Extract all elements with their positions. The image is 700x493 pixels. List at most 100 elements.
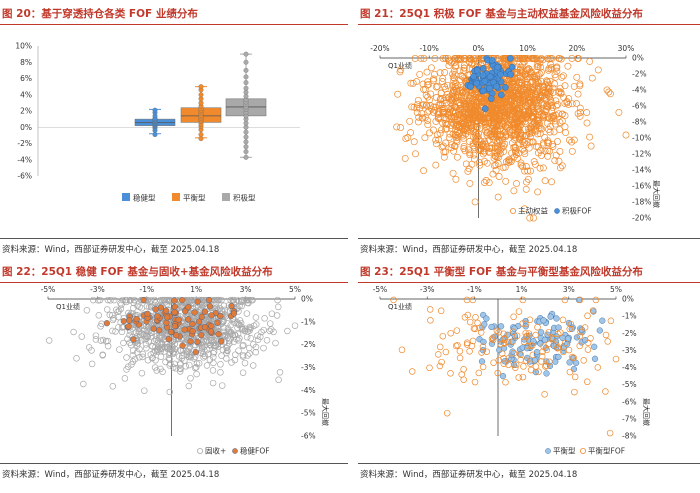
scatter-point [530, 71, 538, 79]
scatter-point [249, 362, 257, 369]
scatter-point [447, 121, 455, 129]
scatter-point [486, 144, 494, 152]
scatter-point [96, 296, 104, 304]
scatter-point [530, 214, 537, 222]
scatter-point [164, 345, 171, 353]
scatter-point [481, 321, 488, 328]
scatter-point [551, 157, 559, 165]
box-data-point [243, 74, 249, 80]
scatter-point [460, 54, 468, 62]
scatter-point [543, 370, 550, 377]
source-text: 资料来源：Wind，西部证券研发中心，截至 2025.04.18 [2, 470, 220, 480]
scatter-point [413, 78, 420, 86]
scatter-point [168, 346, 176, 353]
legend-label: 平衡型 [183, 193, 206, 203]
y-tick-label: -18% [632, 198, 651, 207]
y-tick-label: -10% [632, 134, 651, 143]
scatter-point [535, 94, 543, 102]
scatter-point [90, 296, 97, 304]
scatter-point [559, 72, 567, 80]
y-tick-label: -1% [622, 312, 637, 321]
scatter-point [452, 342, 460, 350]
scatter-point [224, 334, 231, 342]
scatter-point [509, 348, 516, 355]
scatter-point [126, 339, 133, 347]
scatter-point [555, 353, 562, 361]
scatter-point [545, 84, 553, 92]
scatter-point [490, 154, 498, 162]
scatter-point [528, 138, 536, 146]
scatter-point [536, 90, 544, 98]
scatter-point [466, 149, 474, 157]
scatter-point [420, 167, 428, 175]
scatter-point [556, 119, 564, 126]
box-data-point [243, 59, 249, 65]
scatter-point [202, 324, 209, 331]
box-data-point [152, 132, 158, 138]
scatter-point [466, 138, 473, 145]
y-axis-label: 最大回撤 [652, 180, 661, 208]
scatter-point [106, 311, 114, 319]
scatter-point [70, 328, 77, 336]
scatter-point [529, 103, 537, 111]
scatter-point [463, 339, 471, 347]
scatter-point [492, 104, 500, 112]
box-data-point [243, 51, 249, 57]
scatter-point [165, 355, 173, 362]
scatter-point [233, 296, 241, 304]
scatter-point [463, 115, 470, 123]
scatter-point [260, 326, 267, 334]
scatter-point [110, 296, 118, 304]
scatter-point [547, 102, 555, 109]
box-data-point [198, 136, 204, 142]
scatter-point [252, 348, 260, 356]
scatter-point [239, 342, 246, 350]
scatter-point [156, 327, 163, 334]
scatter-point [238, 298, 245, 305]
scatter-point [494, 160, 502, 167]
scatter-point [509, 92, 517, 99]
scatter-point [410, 138, 418, 146]
scatter-point [193, 360, 201, 367]
scatter-point [472, 129, 480, 137]
legend-swatch [222, 193, 230, 201]
scatter-point [161, 331, 169, 338]
scatter-point [247, 324, 254, 332]
scatter-point [418, 114, 426, 122]
scatter-point [177, 365, 184, 373]
scatter-point [166, 355, 173, 363]
scatter-point [406, 117, 414, 125]
scatter-point [501, 122, 509, 130]
scatter-point [569, 353, 576, 361]
scatter-point [119, 296, 126, 304]
scatter-point [470, 325, 478, 332]
scatter-point [479, 87, 487, 95]
scatter-point [99, 352, 106, 359]
scatter-point [440, 104, 448, 112]
box-data-point [243, 139, 249, 145]
scatter-point [107, 297, 114, 304]
scatter-point [592, 296, 600, 304]
box-data-point [243, 80, 249, 86]
scatter-point [460, 64, 468, 72]
scatter-point [451, 131, 459, 139]
x-tick-label: -5% [41, 285, 56, 294]
scatter-point [553, 315, 560, 322]
scatter-point [168, 345, 175, 352]
scatter-point [211, 341, 219, 349]
scatter-point [570, 136, 578, 144]
scatter-point [558, 110, 566, 118]
scatter-point [510, 187, 518, 195]
scatter-point [212, 299, 220, 307]
scatter-point [143, 327, 151, 334]
scatter-point [144, 328, 152, 335]
box-data-point [243, 67, 249, 73]
scatter-point [476, 159, 484, 167]
y-tick-label: 8% [20, 58, 32, 67]
scatter-point [459, 113, 467, 121]
scatter-point [246, 350, 253, 357]
scatter-point [276, 369, 284, 376]
scatter-point [144, 310, 151, 317]
scatter-point [73, 355, 80, 362]
scatter-point [394, 90, 402, 98]
